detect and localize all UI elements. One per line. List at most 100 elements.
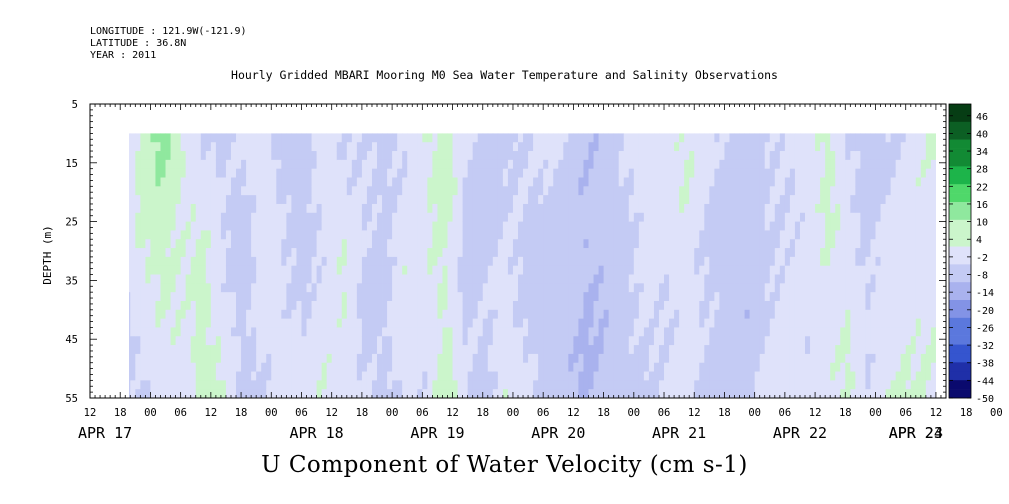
heatmap-cell — [523, 133, 529, 143]
heatmap-cell — [437, 248, 443, 258]
heatmap-cell — [769, 327, 776, 337]
heatmap-cell — [266, 177, 272, 187]
heatmap-cell — [140, 292, 146, 302]
heatmap-cell — [709, 221, 715, 231]
heatmap-cell — [195, 318, 202, 328]
heatmap-cell — [518, 389, 524, 398]
heatmap-cell — [210, 133, 217, 143]
heatmap-cell — [286, 177, 292, 187]
heatmap-cell — [246, 133, 252, 143]
heatmap-cell — [543, 345, 549, 355]
heatmap-cell — [387, 327, 393, 337]
heatmap-cell — [915, 283, 922, 293]
heatmap-cell — [528, 239, 534, 249]
heatmap-cell — [291, 168, 297, 178]
heatmap-cell — [472, 168, 479, 178]
heatmap-cell — [492, 283, 499, 293]
heatmap-cell — [477, 151, 484, 161]
heatmap-cell — [150, 212, 156, 222]
heatmap-cell — [734, 203, 740, 214]
heatmap-cell — [648, 371, 655, 381]
heatmap-cell — [689, 142, 695, 152]
heatmap-cell — [190, 195, 197, 205]
heatmap-cell — [190, 380, 197, 390]
heatmap-cell — [895, 300, 902, 311]
heatmap-cell — [487, 133, 494, 143]
heatmap-cell — [764, 336, 771, 346]
heatmap-cell — [749, 256, 756, 267]
heatmap-cell — [417, 389, 423, 398]
heatmap-cell — [145, 371, 151, 381]
heatmap-cell — [135, 274, 141, 284]
heatmap-cell — [825, 300, 831, 311]
heatmap-cell — [432, 248, 438, 258]
heatmap-cell — [417, 239, 423, 249]
heatmap-cell — [628, 300, 635, 311]
heatmap-cell — [276, 336, 282, 346]
heatmap-cell — [271, 212, 277, 222]
heatmap-cell — [356, 327, 363, 337]
heatmap-cell — [382, 142, 388, 152]
heatmap-cell — [764, 283, 771, 293]
heatmap-cell — [815, 230, 821, 240]
heatmap-cell — [794, 309, 801, 320]
heatmap-cell — [930, 248, 936, 258]
heatmap-cell — [145, 168, 151, 178]
heatmap-cell — [457, 168, 464, 178]
heatmap-cell — [845, 318, 851, 328]
heatmap-cell — [704, 265, 710, 275]
heatmap-cell — [623, 274, 630, 284]
heatmap-cell — [633, 362, 640, 372]
heatmap-cell — [598, 327, 604, 337]
heatmap-cell — [120, 327, 125, 336]
heatmap-cell — [724, 309, 730, 320]
heatmap-cell — [744, 256, 751, 267]
heatmap-cell — [145, 380, 151, 390]
heatmap-cell — [905, 230, 912, 240]
heatmap-cell — [130, 300, 136, 311]
heatmap-cell — [815, 248, 821, 258]
heatmap-cell — [739, 345, 745, 355]
heatmap-cell — [870, 283, 876, 293]
heatmap-cell — [382, 353, 388, 364]
heatmap-cell — [366, 177, 373, 187]
heatmap-cell — [266, 151, 272, 161]
heatmap-cell — [719, 256, 725, 267]
heatmap-cell — [256, 345, 262, 355]
heatmap-cell — [225, 318, 232, 328]
heatmap-cell — [120, 186, 125, 195]
heatmap-cell — [140, 283, 146, 293]
heatmap-cell — [925, 389, 932, 398]
heatmap-cell — [251, 168, 257, 178]
heatmap-cell — [251, 292, 257, 302]
heatmap-cell — [190, 336, 197, 346]
heatmap-cell — [492, 230, 499, 240]
heatmap-cell — [704, 151, 710, 161]
heatmap-cell — [356, 318, 363, 328]
heatmap-cell — [130, 248, 136, 258]
heatmap-cell — [714, 309, 720, 320]
heatmap-cell — [447, 230, 453, 240]
heatmap-cell — [150, 345, 156, 355]
heatmap-cell — [598, 336, 604, 346]
heatmap-cell — [689, 239, 695, 249]
heatmap-cell — [623, 380, 630, 390]
heatmap-cell — [326, 283, 333, 293]
heatmap-cell — [397, 389, 403, 398]
heatmap-cell — [674, 248, 680, 258]
heatmap-cell — [638, 283, 645, 293]
heatmap-cell — [346, 318, 353, 328]
heatmap-cell — [603, 336, 610, 346]
heatmap-cell — [573, 159, 579, 170]
heatmap-cell — [648, 203, 655, 214]
heatmap-cell — [633, 283, 640, 293]
heatmap-cell — [412, 159, 418, 170]
heatmap-cell — [246, 265, 252, 275]
heatmap-cell — [895, 142, 902, 152]
heatmap-cell — [210, 274, 217, 284]
heatmap-cell — [769, 256, 776, 267]
heatmap-cell — [850, 309, 856, 320]
heatmap-cell — [155, 159, 161, 170]
heatmap-cell — [528, 318, 534, 328]
heatmap-cell — [774, 151, 781, 161]
